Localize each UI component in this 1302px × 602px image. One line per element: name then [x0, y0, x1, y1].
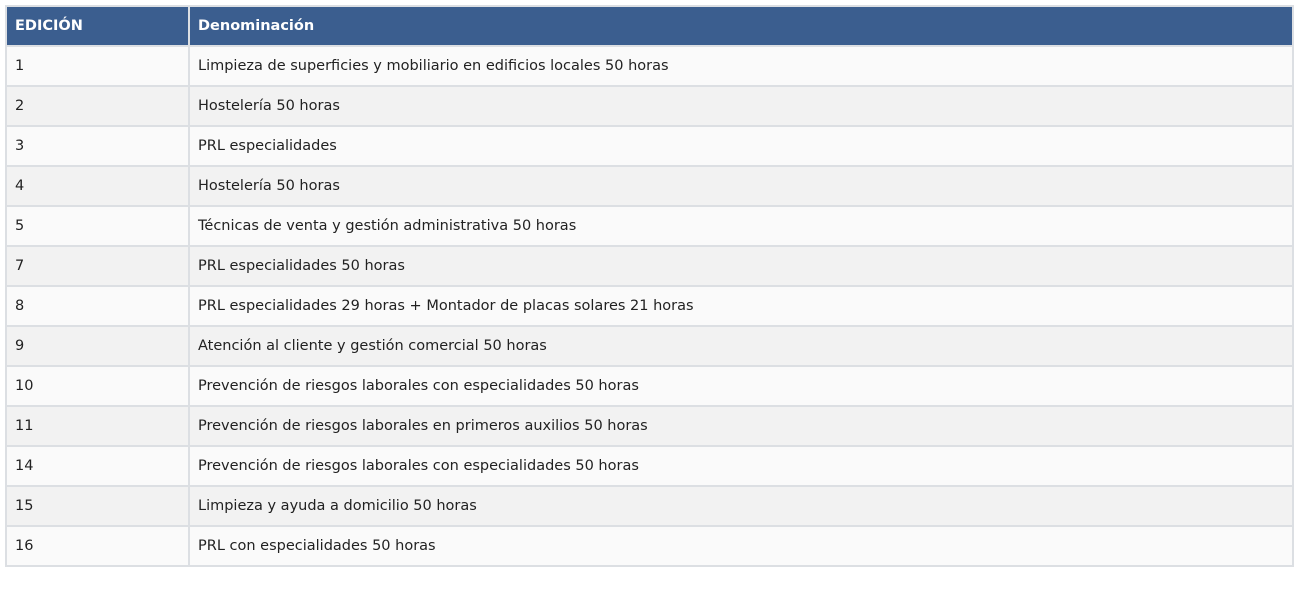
cell-denominacion: Limpieza y ayuda a domicilio 50 horas: [188, 485, 1294, 527]
cell-edicion: 4: [5, 165, 190, 207]
cell-denominacion: Hostelería 50 horas: [188, 85, 1294, 127]
table-row: 9 Atención al cliente y gestión comercial…: [5, 325, 1294, 367]
cell-edicion: 5: [5, 205, 190, 247]
cell-denominacion: Hostelería 50 horas: [188, 165, 1294, 207]
table-row: 15 Limpieza y ayuda a domicilio 50 horas: [5, 485, 1294, 527]
table-row: 2 Hostelería 50 horas: [5, 85, 1294, 127]
cell-edicion: 2: [5, 85, 190, 127]
table-row: 5 Técnicas de venta y gestión administrat…: [5, 205, 1294, 247]
cell-denominacion: PRL con especialidades 50 horas: [188, 525, 1294, 567]
table-row: 4 Hostelería 50 horas: [5, 165, 1294, 207]
cell-edicion: 9: [5, 325, 190, 367]
cell-denominacion: Prevención de riesgos laborales con espe…: [188, 445, 1294, 487]
header-edicion: EDICIÓN: [5, 5, 190, 47]
cell-edicion: 15: [5, 485, 190, 527]
cell-edicion: 16: [5, 525, 190, 567]
cell-denominacion: PRL especialidades 50 horas: [188, 245, 1294, 287]
cell-denominacion: Atención al cliente y gestión comercial …: [188, 325, 1294, 367]
cell-denominacion: PRL especialidades 29 horas + Montador d…: [188, 285, 1294, 327]
cell-edicion: 7: [5, 245, 190, 287]
cell-edicion: 3: [5, 125, 190, 167]
table-row: 16 PRL con especialidades 50 horas: [5, 525, 1294, 567]
cell-edicion: 11: [5, 405, 190, 447]
table-row: 14 Prevención de riesgos laborales con es…: [5, 445, 1294, 487]
table-row: 8 PRL especialidades 29 horas + Montador …: [5, 285, 1294, 327]
table-row: 11 Prevención de riesgos laborales en pri…: [5, 405, 1294, 447]
table-row: 7 PRL especialidades 50 horas: [5, 245, 1294, 287]
table-row: 10 Prevención de riesgos laborales con es…: [5, 365, 1294, 407]
cell-denominacion: Prevención de riesgos laborales con espe…: [188, 365, 1294, 407]
table-row: 1 Limpieza de superficies y mobiliario en…: [5, 45, 1294, 87]
header-row: EDICIÓN Denominación: [5, 5, 1294, 47]
cell-edicion: 8: [5, 285, 190, 327]
cell-edicion: 1: [5, 45, 190, 87]
cell-edicion: 14: [5, 445, 190, 487]
header-denominacion: Denominación: [188, 5, 1294, 47]
cell-edicion: 10: [5, 365, 190, 407]
table-row: 3 PRL especialidades: [5, 125, 1294, 167]
cell-denominacion: Técnicas de venta y gestión administrati…: [188, 205, 1294, 247]
cell-denominacion: Limpieza de superficies y mobiliario en …: [188, 45, 1294, 87]
editions-table: EDICIÓN Denominación 1 Limpieza de superf…: [5, 5, 1294, 567]
cell-denominacion: PRL especialidades: [188, 125, 1294, 167]
cell-denominacion: Prevención de riesgos laborales en prime…: [188, 405, 1294, 447]
